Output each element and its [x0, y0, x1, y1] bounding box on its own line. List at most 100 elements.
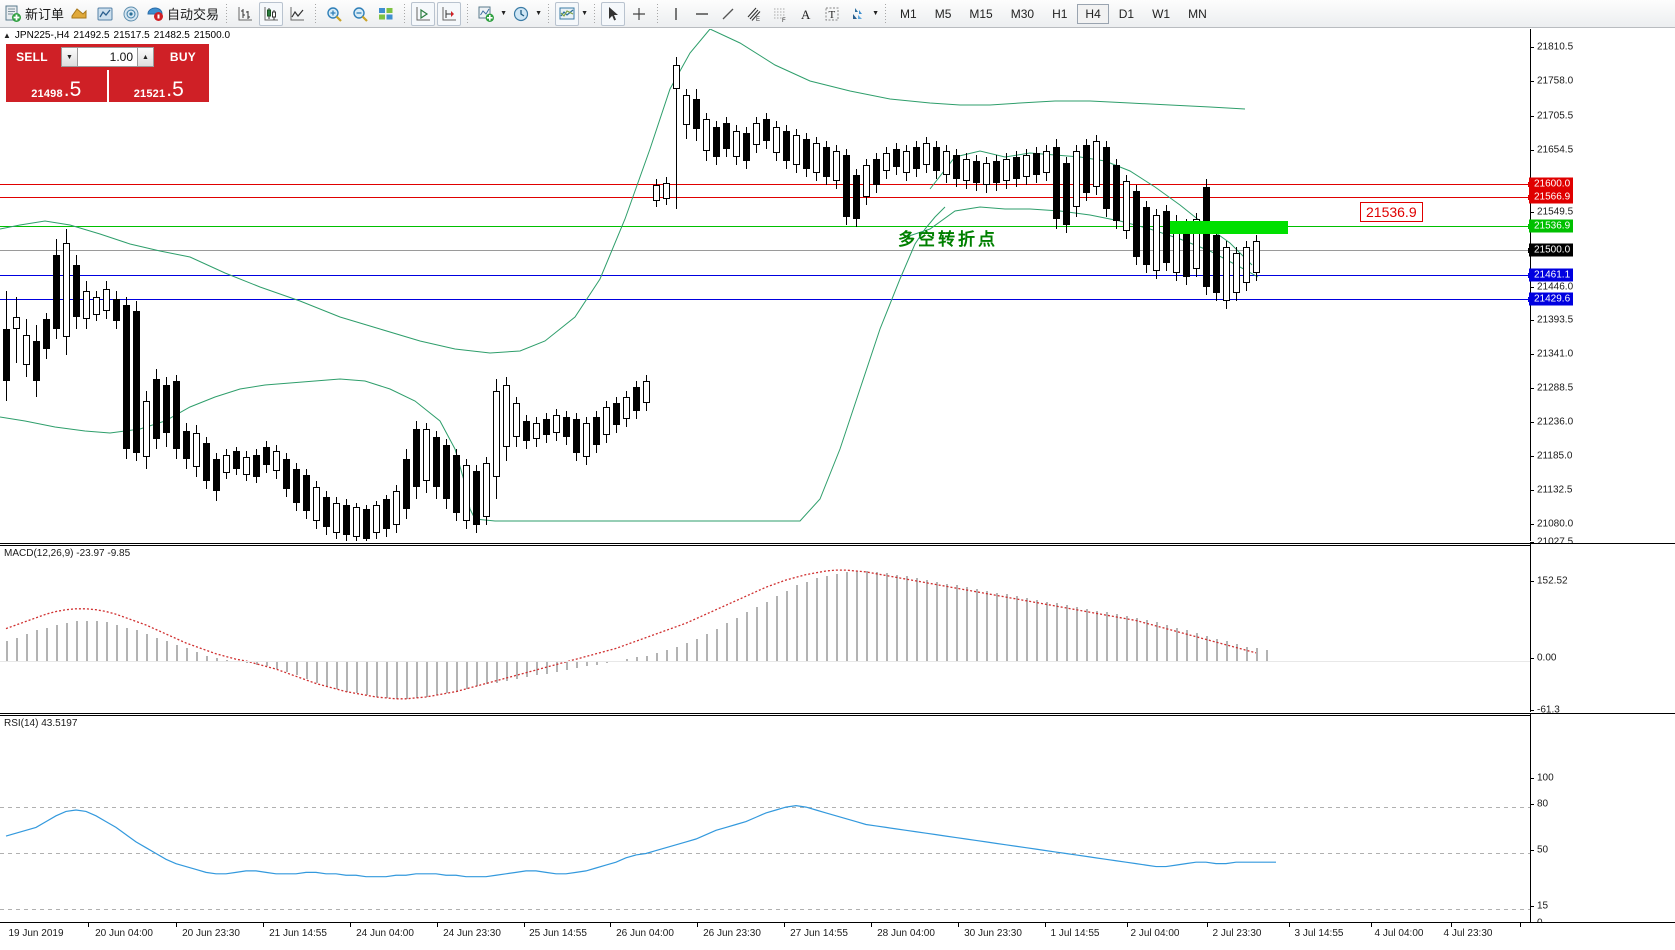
macd-pane[interactable]: MACD(12,26,9) -23.97 -9.85 152.52 0.00 -61…: [0, 543, 1675, 716]
level-line-21500-0[interactable]: [0, 248, 1530, 253]
timeframe-m15[interactable]: M15: [969, 6, 993, 21]
macd-axis[interactable]: 152.52 0.00 -61.3: [1530, 544, 1675, 716]
macd-histogram-bar: [736, 617, 738, 661]
price-tag-21500-0[interactable]: 21500.0: [1529, 243, 1574, 257]
time-tick: [610, 923, 611, 927]
macd-histogram-bar: [866, 571, 868, 661]
timeframe-m30[interactable]: M30: [1010, 6, 1035, 21]
macd-histogram-bar: [706, 634, 708, 661]
timeframe-w1[interactable]: W1: [1152, 6, 1171, 21]
timeframe-m5[interactable]: M5: [934, 6, 952, 21]
macd-histogram-bar: [1016, 596, 1018, 661]
toolbar-separator-7: [657, 3, 659, 24]
price-chart-pane[interactable]: 21536.9 多空转折点 21810.5 21758.0 21705.5 21654.…: [0, 29, 1675, 548]
timeframe-d1[interactable]: D1: [1118, 6, 1135, 21]
candle-body: [563, 417, 570, 437]
auto-scroll-button[interactable]: [411, 1, 436, 26]
candle-body: [633, 387, 640, 411]
macd-histogram-bar: [676, 646, 678, 661]
volume-input[interactable]: 1.00: [78, 47, 137, 67]
timeframe-mn[interactable]: MN: [1188, 6, 1207, 21]
periods-dropdown-arrow[interactable]: ▼: [535, 10, 542, 17]
price-tag-21566-9[interactable]: 21566.9: [1529, 190, 1574, 204]
macd-plot-area[interactable]: [0, 547, 1530, 711]
price-tag-21461-1[interactable]: 21461.1: [1529, 268, 1574, 282]
rsi-axis[interactable]: 1008050150: [1530, 714, 1675, 929]
vertical-line-button[interactable]: [664, 2, 688, 26]
price-tag-21429-6[interactable]: 21429.6: [1529, 292, 1574, 306]
templates-button[interactable]: [555, 1, 580, 26]
periods-button[interactable]: [509, 2, 533, 26]
price-axis[interactable]: 21810.5 21758.0 21705.5 21654.5 21549.5 21446…: [1529, 29, 1675, 548]
cursor-button[interactable]: [601, 1, 626, 26]
candle-body: [153, 379, 160, 439]
sell-button[interactable]: SELL: [6, 44, 58, 70]
line-chart-button[interactable]: [285, 2, 309, 26]
macd-histogram-bar: [726, 623, 728, 661]
indicators-dropdown-arrow[interactable]: ▼: [500, 10, 507, 17]
level-line-21566-9[interactable]: [0, 195, 1530, 200]
collapse-triangle-icon[interactable]: ▲: [3, 30, 11, 40]
buy-button[interactable]: BUY: [157, 44, 209, 70]
text-label-button[interactable]: T: [820, 2, 844, 26]
macd-tick: [1530, 658, 1534, 659]
level-line-21461-1[interactable]: [0, 273, 1530, 278]
shapes-button[interactable]: [846, 2, 870, 26]
fibonacci-button[interactable]: F: [768, 2, 792, 26]
macd-histogram-bar: [386, 661, 388, 698]
price-plot-area[interactable]: 21536.9 多空转折点: [0, 29, 1530, 541]
level-line-21429-6[interactable]: [0, 297, 1530, 302]
shapes-dropdown-arrow[interactable]: ▼: [872, 10, 879, 17]
volume-decrease-button[interactable]: ▼: [61, 47, 78, 67]
sell-price-display[interactable]: 21498 .5: [6, 70, 107, 102]
chart-shift-button[interactable]: [437, 1, 462, 26]
timeframe-m1[interactable]: M1: [900, 6, 917, 21]
terminal-button[interactable]: [93, 2, 117, 26]
templates-dropdown-arrow[interactable]: ▼: [581, 10, 588, 17]
candle-body: [273, 451, 280, 471]
rsi-plot-area[interactable]: [0, 717, 1530, 922]
macd-histogram-bar: [1076, 607, 1078, 661]
candlestick-chart-button[interactable]: [259, 1, 284, 26]
candle-body: [933, 147, 940, 171]
ohlc-open: 21492.5: [73, 29, 110, 41]
shapes-icon: [849, 5, 867, 23]
bollinger-upper-right: [709, 29, 1246, 110]
auto-trading-label: 自动交易: [167, 7, 220, 22]
level-line-21536-9[interactable]: [0, 224, 1530, 229]
signals-icon: [122, 5, 140, 23]
trendline-button[interactable]: [716, 2, 740, 26]
buy-price-display[interactable]: 21521 .5: [108, 70, 209, 102]
timeframe-h1[interactable]: H1: [1052, 6, 1068, 21]
tile-windows-button[interactable]: [374, 2, 398, 26]
candle-body: [463, 465, 470, 521]
zoom-out-button[interactable]: [348, 2, 372, 26]
volume-increase-button[interactable]: ▲: [137, 47, 154, 67]
auto-trading-button[interactable]: 自动交易: [145, 2, 220, 26]
new-order-icon: [4, 5, 22, 23]
bar-chart-button[interactable]: [233, 2, 257, 26]
zoom-in-button[interactable]: [322, 2, 346, 26]
candle-body: [1253, 241, 1260, 273]
text-button[interactable]: A: [794, 2, 818, 26]
equidistant-channel-button[interactable]: E: [742, 2, 766, 26]
price-tick: [1530, 47, 1534, 48]
macd-tick-label: -61.3: [1537, 704, 1560, 716]
price-callout: 21536.9: [1360, 202, 1423, 222]
signals-button[interactable]: [119, 2, 143, 26]
periodicity-button[interactable]: [67, 2, 91, 26]
rsi-pane[interactable]: RSI(14) 43.5197 1008050150: [0, 713, 1675, 929]
level-line-21600-0[interactable]: [0, 182, 1530, 187]
price-tag-21600-0[interactable]: 21600.0: [1529, 177, 1574, 191]
crosshair-button[interactable]: [627, 2, 651, 26]
horizontal-line-button[interactable]: [690, 2, 714, 26]
timeframe-h4[interactable]: H4: [1077, 3, 1109, 24]
new-order-button[interactable]: 新订单: [3, 2, 65, 26]
time-axis[interactable]: 19 Jun 2019 20 Jun 04:00 20 Jun 23:30 21 Ju…: [0, 922, 1675, 950]
macd-histogram-bar: [536, 661, 538, 676]
candle-body: [553, 415, 560, 433]
macd-histogram-bar: [136, 630, 138, 661]
indicators-button[interactable]: [474, 2, 498, 26]
price-tag-21536-9[interactable]: 21536.9: [1529, 219, 1574, 233]
macd-histogram-bar: [546, 661, 548, 674]
